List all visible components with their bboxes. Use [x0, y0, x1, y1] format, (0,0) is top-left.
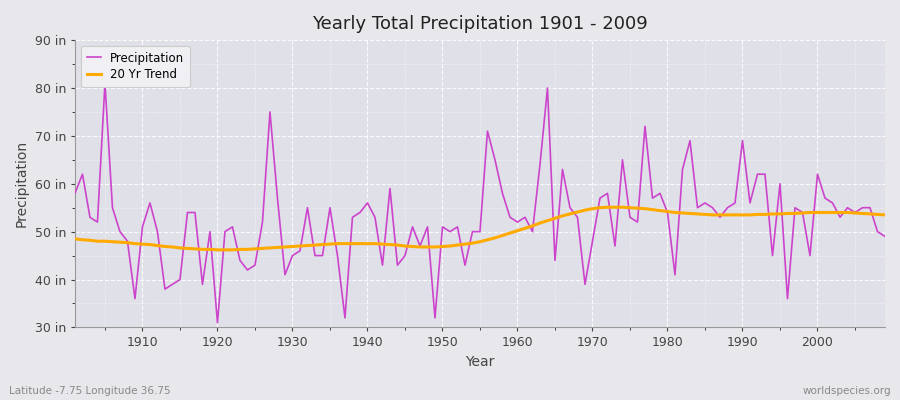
- Legend: Precipitation, 20 Yr Trend: Precipitation, 20 Yr Trend: [81, 46, 191, 87]
- 20 Yr Trend: [519, 226, 530, 231]
- Y-axis label: Precipitation: Precipitation: [15, 140, 29, 227]
- Precipitation: [137, 224, 148, 229]
- Title: Yearly Total Precipitation 1901 - 2009: Yearly Total Precipitation 1901 - 2009: [312, 15, 648, 33]
- 20 Yr Trend: [602, 205, 613, 210]
- Precipitation: [519, 215, 530, 220]
- X-axis label: Year: Year: [465, 355, 495, 369]
- Precipitation: [355, 210, 365, 215]
- Precipitation: [212, 320, 223, 325]
- Precipitation: [310, 253, 320, 258]
- 20 Yr Trend: [347, 241, 358, 246]
- Precipitation: [69, 191, 80, 196]
- Line: 20 Yr Trend: 20 Yr Trend: [75, 207, 885, 250]
- Precipitation: [879, 234, 890, 239]
- Precipitation: [100, 81, 111, 86]
- 20 Yr Trend: [212, 248, 223, 252]
- Precipitation: [527, 229, 538, 234]
- Precipitation: [617, 158, 628, 162]
- Text: worldspecies.org: worldspecies.org: [803, 386, 891, 396]
- Line: Precipitation: Precipitation: [75, 83, 885, 323]
- 20 Yr Trend: [130, 241, 140, 246]
- 20 Yr Trend: [302, 243, 313, 248]
- 20 Yr Trend: [69, 236, 80, 241]
- 20 Yr Trend: [617, 205, 628, 210]
- Text: Latitude -7.75 Longitude 36.75: Latitude -7.75 Longitude 36.75: [9, 386, 171, 396]
- 20 Yr Trend: [879, 212, 890, 217]
- 20 Yr Trend: [512, 228, 523, 233]
